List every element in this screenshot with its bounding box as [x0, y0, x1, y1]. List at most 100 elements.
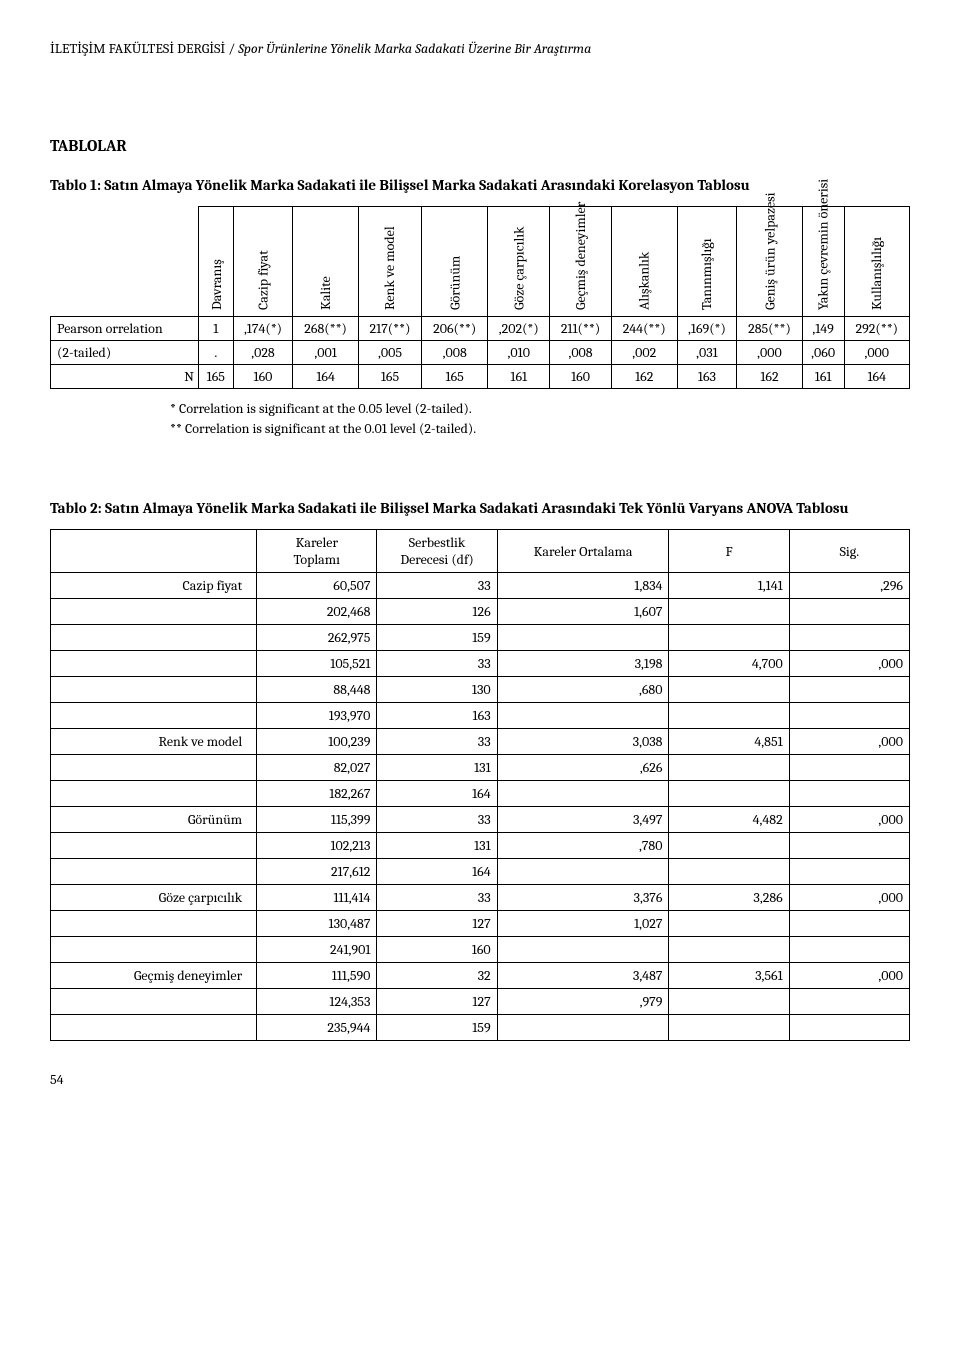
t2-cell: ,000	[789, 729, 909, 755]
t2-cell: Göze çarpıcılık	[51, 885, 257, 911]
t2-cell: Cazip fiyat	[51, 573, 257, 599]
t2-cell	[51, 911, 257, 937]
t1-cell: ,000	[737, 341, 803, 365]
t2-cell: 1,141	[669, 573, 789, 599]
t1-cell: 165	[199, 365, 234, 389]
t2-cell: 159	[377, 1015, 497, 1041]
t2-cell: ,000	[789, 807, 909, 833]
t2-cell: 3,038	[497, 729, 669, 755]
t1-cell: ,010	[488, 341, 550, 365]
t1-cell: 165	[422, 365, 488, 389]
t2-cell: 1,027	[497, 911, 669, 937]
t1-row-label: (2-tailed)	[51, 341, 199, 365]
t2-cell: 131	[377, 755, 497, 781]
t1-row-label: N	[51, 365, 199, 389]
table1-caption: Tablo 1: Satın Almaya Yönelik Marka Sada…	[50, 175, 910, 196]
t2-cell	[669, 703, 789, 729]
t2-cell: 33	[377, 729, 497, 755]
t2-cell	[669, 937, 789, 963]
journal-name: İLETİŞİM FAKÜLTESİ DERGİSİ	[50, 40, 225, 57]
t1-col-header: Göze çarpıcılık	[488, 207, 550, 317]
t2-cell: 126	[377, 599, 497, 625]
t2-cell	[51, 599, 257, 625]
t2-col-header: F	[669, 530, 789, 573]
t2-cell	[497, 1015, 669, 1041]
t2-cell	[669, 677, 789, 703]
page-header: İLETİŞİM FAKÜLTESİ DERGİSİ / Spor Ürünle…	[50, 40, 910, 57]
t2-cell	[497, 859, 669, 885]
t1-row-label: Pearson orrelation	[51, 317, 199, 341]
t2-cell	[789, 625, 909, 651]
section-title: TABLOLAR	[50, 137, 910, 155]
t2-cell: 33	[377, 885, 497, 911]
t2-cell	[789, 833, 909, 859]
t1-cell: 162	[611, 365, 677, 389]
t1-cell: 164	[844, 365, 909, 389]
t2-cell: 3,376	[497, 885, 669, 911]
t2-cell	[669, 781, 789, 807]
t2-cell: 127	[377, 911, 497, 937]
t1-col-header: Görünüm	[422, 207, 488, 317]
t1-cell: ,031	[677, 341, 736, 365]
t2-cell: 164	[377, 859, 497, 885]
t1-cell: 206(**)	[422, 317, 488, 341]
t2-cell	[497, 781, 669, 807]
t2-cell	[51, 781, 257, 807]
t1-cell: 165	[358, 365, 421, 389]
t2-cell	[669, 755, 789, 781]
t2-cell	[51, 1015, 257, 1041]
t1-cell: 292(**)	[844, 317, 909, 341]
t1-cell: ,002	[611, 341, 677, 365]
t2-cell: 115,399	[257, 807, 377, 833]
t2-cell	[51, 989, 257, 1015]
t1-cell: ,202(*)	[488, 317, 550, 341]
t2-cell: 3,497	[497, 807, 669, 833]
t1-cell: ,000	[844, 341, 909, 365]
t1-cell: 164	[293, 365, 358, 389]
t2-cell	[789, 1015, 909, 1041]
t2-cell: 60,507	[257, 573, 377, 599]
t1-col-header: Yakın çevremin önerisi	[802, 207, 844, 317]
t2-cell: 32	[377, 963, 497, 989]
t2-cell: 82,027	[257, 755, 377, 781]
t2-cell	[669, 989, 789, 1015]
t2-cell: 100,239	[257, 729, 377, 755]
t2-cell: Geçmiş deneyimler	[51, 963, 257, 989]
t2-cell: 3,286	[669, 885, 789, 911]
t2-cell: ,626	[497, 755, 669, 781]
t2-cell	[789, 781, 909, 807]
t1-cell: ,028	[233, 341, 293, 365]
t1-col-header: Kullanışlılığı	[844, 207, 909, 317]
t2-col-header	[51, 530, 257, 573]
t2-cell: ,780	[497, 833, 669, 859]
t2-cell: ,680	[497, 677, 669, 703]
t2-cell: 130,487	[257, 911, 377, 937]
t2-cell	[51, 677, 257, 703]
t2-cell: 262,975	[257, 625, 377, 651]
t2-cell: 3,487	[497, 963, 669, 989]
t1-cell: ,008	[550, 341, 611, 365]
t2-cell: 88,448	[257, 677, 377, 703]
t2-cell	[789, 911, 909, 937]
t1-cell: ,001	[293, 341, 358, 365]
page-number: 54	[50, 1071, 910, 1088]
t2-cell: 1,607	[497, 599, 669, 625]
t1-col-header: Davranış	[199, 207, 234, 317]
t2-col-header: Kareler Ortalama	[497, 530, 669, 573]
t2-cell: ,000	[789, 885, 909, 911]
anova-table: KarelerToplamıSerbestlikDerecesi (df)Kar…	[50, 529, 910, 1041]
t1-col-header: Geniş ürün yelpazesi	[737, 207, 803, 317]
t2-col-header: Sig.	[789, 530, 909, 573]
t2-col-header: KarelerToplamı	[257, 530, 377, 573]
t1-cell: 162	[737, 365, 803, 389]
t2-cell	[789, 703, 909, 729]
table2-caption: Tablo 2: Satın Almaya Yönelik Marka Sada…	[50, 498, 910, 519]
t2-cell: 1,834	[497, 573, 669, 599]
t2-cell	[51, 651, 257, 677]
t2-cell: 163	[377, 703, 497, 729]
t2-cell	[789, 989, 909, 1015]
t2-cell	[789, 599, 909, 625]
t1-cell: 211(**)	[550, 317, 611, 341]
t2-cell	[51, 625, 257, 651]
correlation-table: DavranışCazip fiyatKaliteRenk ve modelGö…	[50, 206, 910, 389]
